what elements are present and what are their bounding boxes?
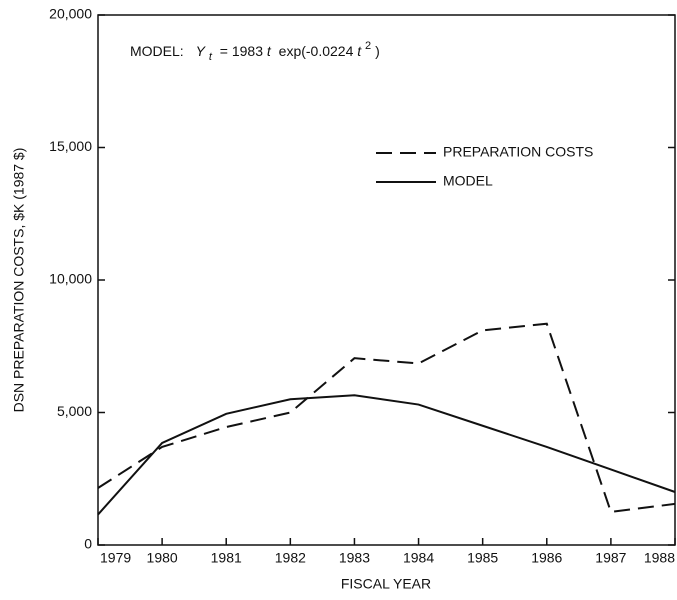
- plot-frame: [97, 14, 676, 546]
- x-tick-label: 1988: [644, 550, 675, 566]
- series-line: [97, 394, 676, 516]
- annotation-part: = 1983: [220, 43, 263, 59]
- annotation-part: Y: [196, 43, 207, 59]
- series-line: [97, 322, 676, 513]
- x-tick-label: 1982: [275, 550, 306, 566]
- x-tick-label: 1987: [595, 550, 626, 566]
- annotation-part: MODEL:: [130, 43, 184, 59]
- x-tick-label: 1986: [531, 550, 562, 566]
- x-tick-label: 1983: [339, 550, 370, 566]
- y-tick-label: 5,000: [57, 403, 92, 419]
- x-tick-label: 1980: [147, 550, 178, 566]
- y-axis-label: DSN PREPARATION COSTS, $K (1987 $): [11, 148, 27, 413]
- y-tick-label: 0: [84, 536, 92, 552]
- annotation-part: t: [357, 43, 362, 59]
- annotation-part: ): [375, 43, 380, 59]
- x-tick-label: 1985: [467, 550, 498, 566]
- legend-label: PREPARATION COSTS: [443, 144, 593, 160]
- annotation-part: t: [209, 51, 213, 63]
- x-tick-label: 1984: [403, 550, 434, 566]
- annotation: MODEL: Y t = 1983 t exp(-0.0224 t 2 ): [130, 37, 380, 64]
- annotation-part: exp(-0.0224: [279, 43, 354, 59]
- y-tick-label: 15,000: [49, 138, 92, 154]
- x-tick-label: 1979: [100, 550, 131, 566]
- y-tick-label: 20,000: [49, 6, 92, 22]
- x-axis-label: FISCAL YEAR: [341, 576, 431, 592]
- y-tick-label: 10,000: [49, 271, 92, 287]
- annotation-part: t: [267, 43, 272, 59]
- x-tick-label: 1981: [211, 550, 242, 566]
- legend-label: MODEL: [443, 173, 493, 189]
- annotation-part: 2: [365, 40, 371, 52]
